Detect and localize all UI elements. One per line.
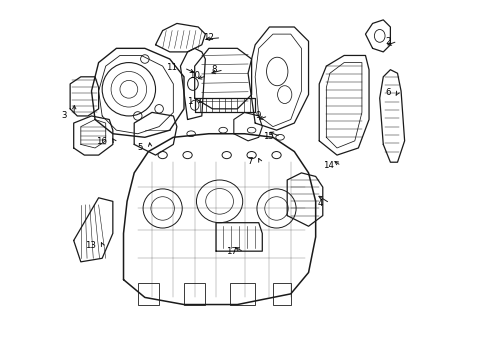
Text: 4: 4 (317, 199, 322, 208)
Text: 5: 5 (137, 143, 143, 152)
Text: 14: 14 (323, 161, 333, 170)
Bar (183, 283, 205, 305)
Bar (138, 283, 159, 305)
Text: 13: 13 (84, 241, 96, 250)
Text: 11: 11 (165, 63, 177, 72)
Text: 16: 16 (96, 137, 107, 146)
Text: 3: 3 (61, 112, 67, 121)
Text: 15: 15 (262, 132, 273, 141)
Text: 2: 2 (384, 37, 389, 46)
Text: 8: 8 (211, 65, 216, 74)
Text: 6: 6 (384, 88, 389, 97)
Text: 1: 1 (187, 97, 192, 106)
Text: 17: 17 (225, 247, 236, 256)
Text: 12: 12 (203, 33, 214, 42)
Bar (230, 283, 255, 305)
Bar (272, 283, 290, 305)
Text: 10: 10 (189, 71, 200, 80)
Text: 9: 9 (255, 112, 261, 121)
Text: 7: 7 (247, 157, 252, 166)
